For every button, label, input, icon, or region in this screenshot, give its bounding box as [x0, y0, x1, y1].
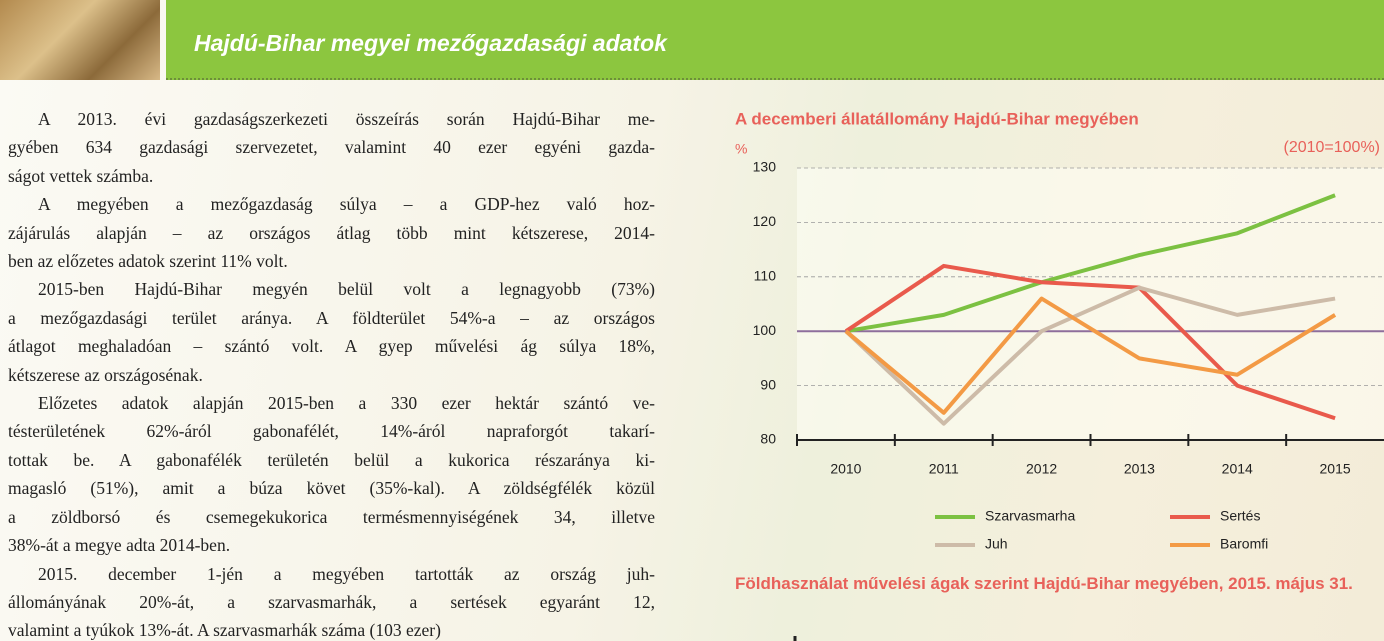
chart-subtitle: (2010=100%)	[1283, 139, 1380, 156]
y-tick-label: 110	[754, 268, 777, 284]
y-tick-label: 80	[760, 431, 776, 447]
chart-title: A decemberi állatállomány Hajdú-Bihar me…	[735, 109, 1139, 128]
y-tick-label: 100	[753, 322, 777, 338]
x-tick-label: 2014	[1222, 461, 1253, 477]
legend-label: Szarvasmarha	[985, 508, 1075, 524]
x-tick-label: 2010	[830, 461, 861, 477]
page: Hajdú-Bihar megyei mezőgazdasági adatok …	[0, 0, 1384, 641]
chart: A decemberi állatállomány Hajdú-Bihar me…	[0, 0, 1384, 641]
next-chart-title: Földhasználat művelési ágak szerint Hajd…	[735, 572, 1375, 595]
x-tick-label: 2012	[1026, 461, 1057, 477]
y-tick-label: 120	[753, 213, 777, 229]
legend-label: Juh	[985, 536, 1008, 552]
y-tick-label: 130	[753, 159, 777, 175]
legend-label: Sertés	[1220, 508, 1260, 524]
x-tick-label: 2013	[1124, 461, 1155, 477]
legend-label: Baromfi	[1220, 536, 1268, 552]
y-unit: %	[735, 141, 747, 157]
y-tick-label: 90	[760, 376, 776, 392]
x-tick-label: 2015	[1320, 461, 1351, 477]
x-tick-label: 2011	[929, 461, 959, 477]
